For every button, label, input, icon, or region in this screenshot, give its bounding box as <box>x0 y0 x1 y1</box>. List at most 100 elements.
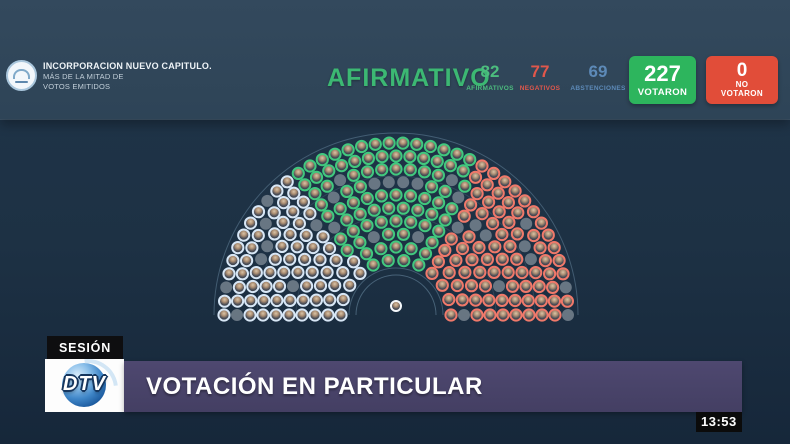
seat-afirmativo <box>432 224 446 238</box>
seat-abstencion <box>329 253 343 267</box>
seat-sin_voto <box>452 191 465 204</box>
seat-afirmativo <box>425 180 439 194</box>
seat-sin_voto <box>255 253 268 266</box>
seat-negativo <box>457 209 471 223</box>
seat-sin_voto <box>451 221 464 234</box>
seat-afirmativo <box>374 189 389 203</box>
negativos-label: NEGATIVOS <box>519 85 561 92</box>
seat-afirmativo <box>418 219 432 233</box>
seat-negativo <box>431 255 445 269</box>
seat-afirmativo <box>381 227 396 241</box>
seat-negativo <box>548 308 562 322</box>
seat-afirmativo <box>360 219 374 233</box>
stat-afirmativos: 82 AFIRMATIVOS <box>458 63 522 93</box>
seat-negativo <box>522 308 536 322</box>
seat-afirmativo <box>333 202 347 216</box>
no-votaron-label-line1: NO <box>735 80 749 89</box>
seat-afirmativo <box>404 215 418 229</box>
seat-abstencion <box>306 240 320 255</box>
seat-afirmativo <box>389 240 403 254</box>
seat-negativo <box>552 253 566 268</box>
seat-negativo <box>547 241 561 255</box>
seat-negativo <box>470 308 484 322</box>
dtv-logo-text: DTV <box>63 373 106 395</box>
seat-abstencion <box>303 207 317 221</box>
seat-abstencion <box>251 228 265 243</box>
seat-abstencion <box>313 279 328 293</box>
seat-abstencion <box>244 216 258 230</box>
seat-abstencion <box>287 186 301 200</box>
seat-abstencion <box>298 252 312 266</box>
seat-abstencion <box>272 279 287 293</box>
seat-negativo <box>465 253 479 267</box>
seat-negativo <box>470 187 484 201</box>
seat-abstencion <box>270 184 284 198</box>
seat-negativo <box>442 266 456 280</box>
seat-afirmativo <box>360 191 374 206</box>
seat-abstencion <box>290 240 304 254</box>
seat-afirmativo <box>430 154 444 169</box>
seat-abstencion <box>275 239 289 254</box>
seat-negativo <box>473 265 487 279</box>
seat-afirmativo <box>368 137 382 151</box>
seat-negativo <box>450 278 464 293</box>
seat-negativo <box>480 178 494 192</box>
seat-afirmativo <box>437 143 451 157</box>
seat-negativo <box>509 308 523 322</box>
seat-abstencion <box>321 308 335 322</box>
seat-afirmativo <box>396 227 411 241</box>
seat-afirmativo <box>374 215 388 229</box>
seat-negativo <box>498 175 512 189</box>
seat-negativo <box>508 184 522 198</box>
dtv-sphere-icon <box>62 363 106 407</box>
seat-negativo <box>480 252 494 266</box>
seat-abstencion <box>267 206 281 220</box>
seat-afirmativo <box>340 213 354 227</box>
seat-afirmativo <box>303 159 317 173</box>
seat-negativo <box>475 159 489 173</box>
seat-sin_voto <box>287 280 299 293</box>
seat-afirmativo <box>308 187 322 201</box>
seat-negativo <box>543 267 557 281</box>
seat-afirmativo <box>381 254 395 268</box>
seat-afirmativo <box>389 149 403 163</box>
seat-afirmativo <box>335 159 349 173</box>
seat-negativo <box>491 186 505 200</box>
no-votaron-box: 0 NO VOTARON <box>706 56 778 104</box>
seat-negativo <box>535 308 549 322</box>
seat-abstencion <box>259 279 273 293</box>
seat-abstencion <box>295 308 309 322</box>
seat-abstencion <box>268 227 282 241</box>
stat-abstenciones: 69 ABSTENCIONES <box>563 63 633 93</box>
seat-sin_voto <box>562 309 574 321</box>
seat-afirmativo <box>315 153 329 167</box>
seat-afirmativo <box>340 184 354 199</box>
seat-abstencion <box>283 252 297 266</box>
seat-afirmativo <box>382 136 396 150</box>
seat-abstencion <box>268 252 282 266</box>
majority-rule-line1: MÁS DE LA MITAD DE <box>43 72 124 81</box>
seat-abstencion <box>277 265 291 279</box>
seat-negativo <box>529 266 543 280</box>
seat-abstencion <box>244 294 258 308</box>
seat-afirmativo <box>403 163 417 177</box>
seat-negativo <box>532 279 546 294</box>
seat-negativo <box>560 294 575 308</box>
seat-abstencion <box>308 308 322 322</box>
seat-afirmativo <box>353 235 367 250</box>
votaron-count: 227 <box>644 60 681 86</box>
seat-afirmativo <box>382 201 396 215</box>
seat-negativo <box>438 243 452 257</box>
seat-abstencion <box>251 205 266 219</box>
seat-sin_voto <box>261 240 274 253</box>
seat-abstencion <box>222 267 236 281</box>
seat-abstencion <box>235 267 249 281</box>
seat-abstencion <box>336 292 350 307</box>
broadcast-clock: 13:53 <box>696 412 742 432</box>
seat-negativo <box>444 232 458 246</box>
seat-sin_voto <box>518 240 531 253</box>
seat-negativo <box>534 216 549 230</box>
seat-abstencion <box>316 230 330 244</box>
seat-negativo <box>519 279 533 293</box>
seat-afirmativo <box>389 214 403 228</box>
